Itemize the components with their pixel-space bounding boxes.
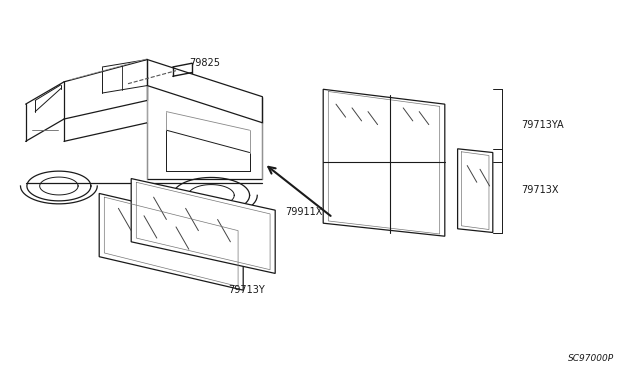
Text: SC97000P: SC97000P (568, 354, 614, 363)
Text: 79713X: 79713X (522, 186, 559, 195)
Text: 79911X: 79911X (285, 207, 322, 217)
Text: 79825: 79825 (189, 58, 220, 68)
Polygon shape (99, 193, 243, 290)
Polygon shape (131, 179, 275, 273)
Polygon shape (323, 89, 445, 236)
Polygon shape (458, 149, 493, 232)
Text: 79713Y: 79713Y (228, 285, 265, 295)
Text: 79713YA: 79713YA (522, 120, 564, 129)
